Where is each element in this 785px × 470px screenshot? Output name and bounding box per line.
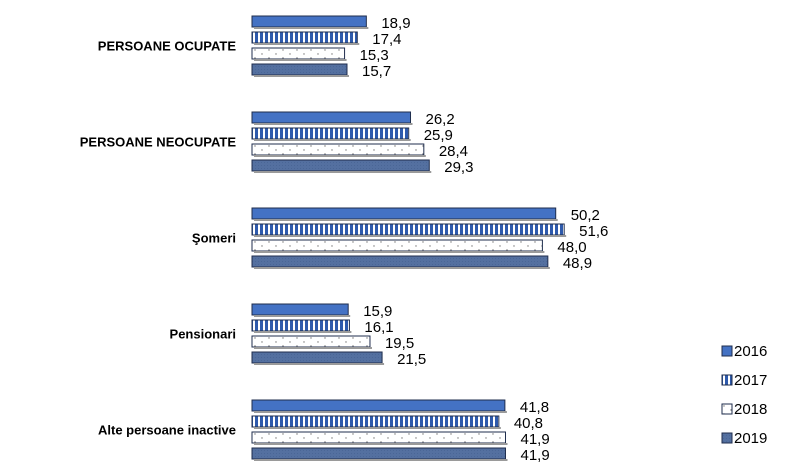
category-label: PERSOANE NEOCUPATE bbox=[80, 135, 237, 150]
bar-shadow bbox=[254, 443, 508, 445]
bar-shadow bbox=[254, 331, 352, 333]
bar-shadow bbox=[254, 155, 426, 157]
bar-2016 bbox=[251, 303, 349, 316]
legend-label: 2018 bbox=[734, 401, 767, 418]
bar-2017 bbox=[251, 127, 410, 140]
bar-2016 bbox=[251, 111, 412, 124]
bar-shadow bbox=[254, 459, 508, 461]
legend-label: 2017 bbox=[734, 372, 767, 389]
legend-label: 2016 bbox=[734, 343, 767, 360]
bar-shadow bbox=[254, 171, 432, 173]
bar-2016 bbox=[251, 399, 506, 412]
bar-shadow bbox=[254, 235, 567, 237]
bar-shadow bbox=[254, 219, 558, 221]
bar-shadow bbox=[254, 315, 351, 317]
bar-shadow bbox=[254, 123, 413, 125]
bar-2017 bbox=[251, 31, 358, 44]
bar-2017 bbox=[251, 319, 350, 332]
bar-shadow bbox=[254, 75, 349, 77]
bar-2017 bbox=[251, 415, 500, 428]
data-label: 25,9 bbox=[424, 127, 453, 144]
legend-swatch bbox=[721, 374, 733, 386]
bar-shadow bbox=[254, 267, 550, 269]
bar-2019 bbox=[251, 447, 506, 460]
bar-2017 bbox=[251, 223, 565, 236]
data-label: 48,0 bbox=[557, 239, 586, 256]
bar-2019 bbox=[251, 159, 430, 172]
bar-shadow bbox=[254, 59, 347, 61]
bar-shadow bbox=[254, 363, 385, 365]
bar-2018 bbox=[251, 335, 371, 348]
data-label: 41,8 bbox=[520, 399, 549, 416]
bar-2018 bbox=[251, 431, 506, 444]
data-label: 28,4 bbox=[439, 143, 468, 160]
bar-shadow bbox=[254, 411, 507, 413]
bar-2019 bbox=[251, 255, 549, 268]
bar-2018 bbox=[251, 47, 346, 60]
bar-shadow bbox=[254, 43, 360, 45]
data-label: 48,9 bbox=[563, 255, 592, 272]
data-label: 41,9 bbox=[520, 447, 549, 464]
bar-2016 bbox=[251, 15, 367, 28]
plot-area: PERSOANE OCUPATE 18,917,415,315,7 PERSOANE… bbox=[80, 15, 609, 464]
data-label: 17,4 bbox=[372, 31, 401, 48]
data-label: 15,3 bbox=[360, 47, 389, 64]
data-label: 40,8 bbox=[514, 415, 543, 432]
data-label: 51,6 bbox=[579, 223, 608, 240]
data-label: 15,7 bbox=[362, 63, 391, 80]
category-label: Pensionari bbox=[170, 327, 236, 342]
category-label: PERSOANE OCUPATE bbox=[98, 39, 237, 54]
bar-2018 bbox=[251, 239, 543, 252]
bar-shadow bbox=[254, 427, 501, 429]
bar-shadow bbox=[254, 27, 369, 29]
data-label: 21,5 bbox=[397, 351, 426, 368]
legend: 2016 2017 2018 2019 bbox=[721, 343, 767, 447]
legend-swatch bbox=[721, 432, 733, 444]
data-label: 16,1 bbox=[364, 319, 393, 336]
bar-shadow bbox=[254, 347, 372, 349]
data-label: 41,9 bbox=[520, 431, 549, 448]
category-label: Şomeri bbox=[192, 231, 236, 246]
legend-swatch bbox=[721, 403, 733, 415]
data-label: 18,9 bbox=[381, 15, 410, 32]
bar-2016 bbox=[251, 207, 557, 220]
bar-2019 bbox=[251, 351, 383, 364]
data-label: 26,2 bbox=[426, 111, 455, 128]
data-label: 15,9 bbox=[363, 303, 392, 320]
data-label: 50,2 bbox=[571, 207, 600, 224]
data-label: 29,3 bbox=[444, 159, 473, 176]
bar-shadow bbox=[254, 251, 545, 253]
legend-swatch bbox=[721, 345, 733, 357]
data-label: 19,5 bbox=[385, 335, 414, 352]
legend-label: 2019 bbox=[734, 430, 767, 447]
bar-shadow bbox=[254, 139, 411, 141]
bar-2019 bbox=[251, 63, 348, 76]
bar-2018 bbox=[251, 143, 425, 156]
category-label: Alte persoane inactive bbox=[98, 423, 236, 438]
